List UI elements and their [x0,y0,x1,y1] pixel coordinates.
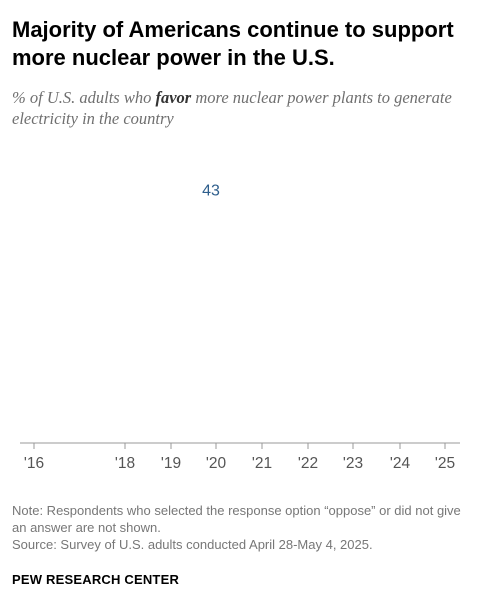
chart-title: Majority of Americans continue to suppor… [12,17,454,70]
x-tick-label: '21 [252,455,272,472]
subtitle-text-before: % of U.S. adults who [12,88,156,107]
chart-note: Note: Respondents who selected the respo… [12,502,472,553]
subtitle-text-after: more nuclear power plants to generate el… [12,88,452,128]
x-tick-label: '20 [206,455,227,472]
source-text: Source: Survey of U.S. adults conducted … [12,537,373,552]
x-tick-label: '23 [343,455,363,472]
x-tick-label: '25 [435,455,455,472]
chart-subtitle: % of U.S. adults who favor more nuclear … [12,87,472,129]
line-chart: '16 '18 '19 '20 '21 '22 '23 '24 '25 434449435054… [20,182,460,472]
footer-brand: PEW RESEARCH CENTER [12,572,180,587]
note-text: Note: Respondents who selected the respo… [12,503,461,535]
x-tick-label: '24 [390,455,411,472]
x-tick-label: '19 [161,455,181,472]
x-tick-label: '22 [298,455,318,472]
data-labels: 434449435054575659 [202,182,220,199]
subtitle-emphasis: favor [155,88,192,107]
x-tick-label: '18 [115,455,135,472]
x-axis: '16 '18 '19 '20 '21 '22 '23 '24 '25 [20,442,460,472]
data-label: 43 [202,182,220,199]
x-tick-label: '16 [24,455,44,472]
